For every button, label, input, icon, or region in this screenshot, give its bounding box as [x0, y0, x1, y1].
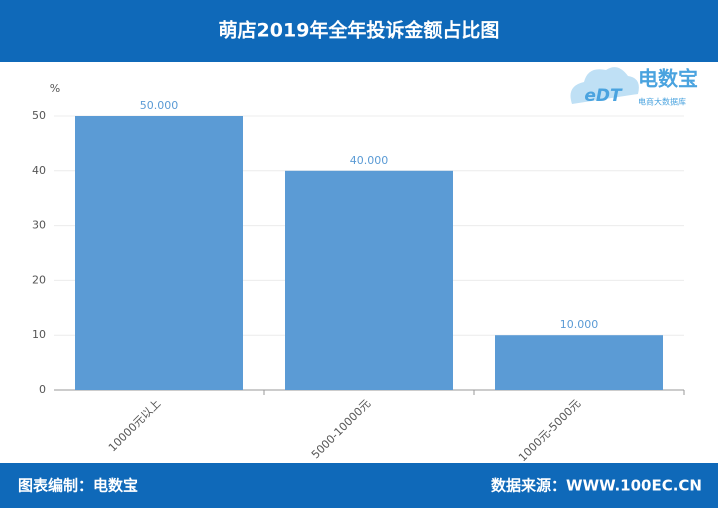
plot: 0102030405010000元以上50.0005000-10000元40.0… — [32, 99, 685, 464]
logo-cloud — [570, 67, 639, 104]
y-tick-label: 0 — [39, 383, 46, 396]
logo-mark: eDT — [584, 86, 623, 106]
y-tick-label: 30 — [32, 219, 46, 232]
y-tick-label: 20 — [32, 273, 46, 286]
footer-right: 数据来源：WWW.100EC.CN — [491, 477, 702, 495]
chart-title: 萌店2019年全年投诉金额占比图 — [219, 19, 500, 42]
logo: eDT 电数宝 电商大数据库 — [570, 67, 698, 107]
y-tick-label: 50 — [32, 109, 46, 122]
logo-tagline: 电商大数据库 — [638, 97, 686, 107]
logo-name: 电数宝 — [638, 67, 698, 91]
y-tick-label: 10 — [32, 328, 46, 341]
bar — [75, 116, 243, 390]
footer-band — [0, 463, 718, 508]
y-tick-label: 40 — [32, 164, 46, 177]
footer-left: 图表编制：电数宝 — [18, 477, 138, 495]
header-band — [0, 0, 718, 62]
value-label: 50.000 — [140, 99, 179, 112]
value-label: 10.000 — [560, 318, 599, 331]
bar — [495, 335, 663, 390]
y-unit: % — [50, 82, 60, 95]
bar — [285, 170, 453, 390]
value-label: 40.000 — [350, 154, 389, 167]
